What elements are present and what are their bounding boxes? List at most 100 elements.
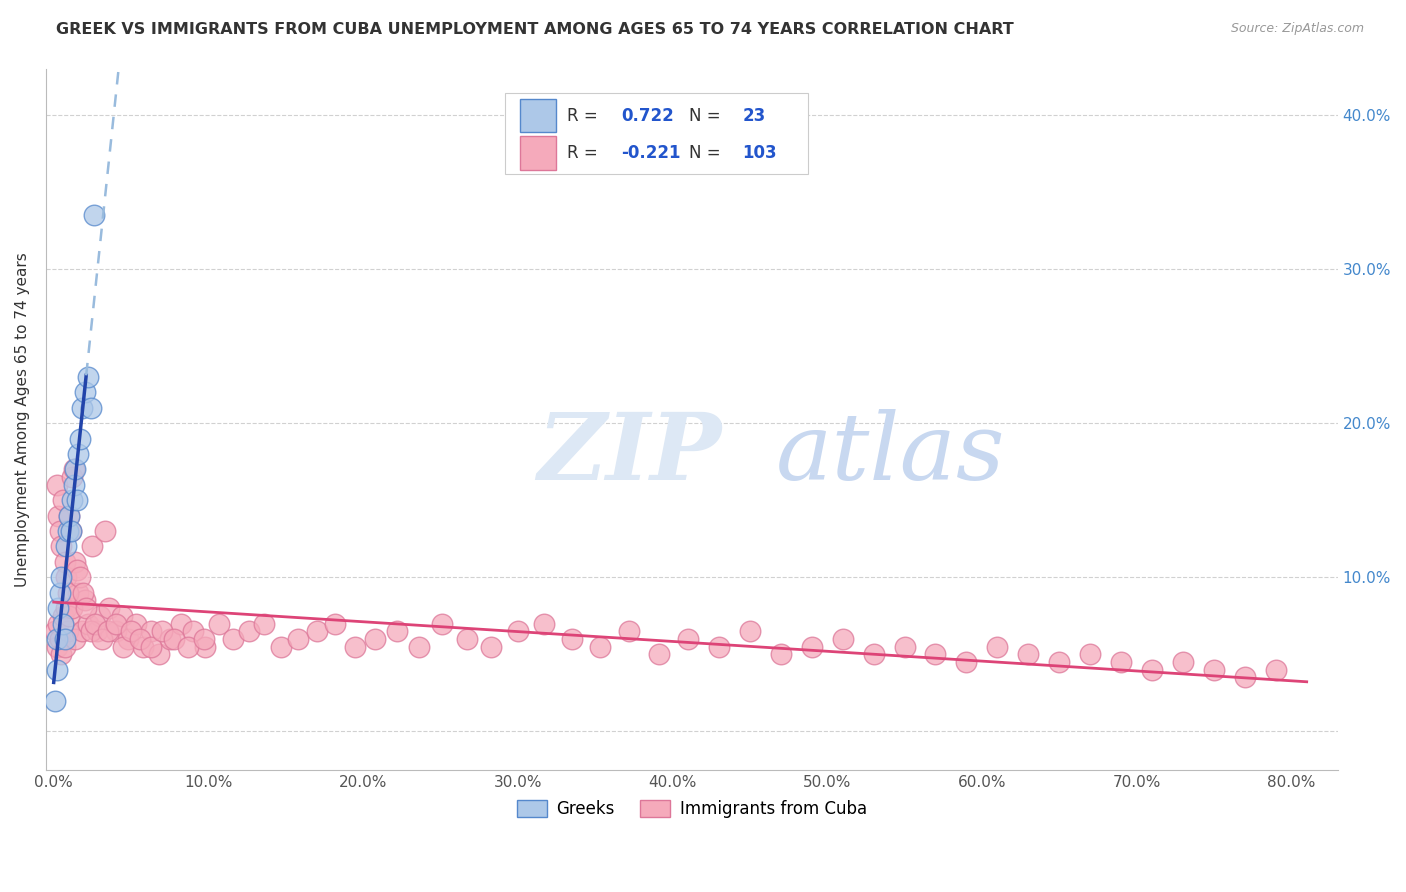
Point bbox=[617, 624, 640, 639]
Point bbox=[51, 540, 73, 554]
Point bbox=[430, 616, 453, 631]
Point bbox=[1171, 655, 1194, 669]
Point bbox=[177, 640, 200, 654]
Point bbox=[70, 401, 93, 415]
Point bbox=[150, 624, 173, 639]
Text: 0.722: 0.722 bbox=[621, 106, 673, 125]
Point bbox=[66, 563, 89, 577]
Point bbox=[561, 632, 583, 646]
Point bbox=[344, 640, 367, 654]
Point bbox=[738, 624, 761, 639]
Point bbox=[63, 462, 86, 476]
Point bbox=[80, 401, 103, 415]
Point bbox=[769, 648, 792, 662]
Point bbox=[75, 601, 97, 615]
Point bbox=[1017, 648, 1039, 662]
Point bbox=[73, 593, 96, 607]
Point bbox=[181, 624, 204, 639]
Point bbox=[52, 493, 75, 508]
Point bbox=[45, 640, 67, 654]
Point bbox=[193, 632, 215, 646]
Point bbox=[647, 648, 669, 662]
Point bbox=[51, 648, 73, 662]
Point bbox=[1202, 663, 1225, 677]
Point bbox=[45, 477, 67, 491]
FancyBboxPatch shape bbox=[520, 136, 557, 169]
Point bbox=[1264, 663, 1286, 677]
Legend: Greeks, Immigrants from Cuba: Greeks, Immigrants from Cuba bbox=[510, 793, 873, 825]
Point bbox=[80, 624, 103, 639]
Point bbox=[98, 601, 121, 615]
Point bbox=[893, 640, 915, 654]
Point bbox=[67, 447, 90, 461]
Point bbox=[53, 555, 76, 569]
Point bbox=[46, 601, 69, 615]
Point bbox=[1078, 648, 1101, 662]
Point bbox=[141, 624, 163, 639]
FancyBboxPatch shape bbox=[505, 93, 808, 174]
Point bbox=[955, 655, 977, 669]
Point bbox=[986, 640, 1008, 654]
Point bbox=[53, 632, 76, 646]
Point bbox=[49, 585, 72, 599]
Point bbox=[56, 624, 79, 639]
Text: ZIP: ZIP bbox=[537, 409, 721, 500]
Point bbox=[65, 632, 87, 646]
Point bbox=[481, 640, 503, 654]
Point bbox=[66, 493, 89, 508]
Point bbox=[60, 601, 83, 615]
Point bbox=[238, 624, 260, 639]
Point bbox=[1047, 655, 1070, 669]
Point bbox=[169, 616, 191, 631]
Point bbox=[46, 616, 69, 631]
Point bbox=[104, 616, 127, 631]
Point bbox=[55, 540, 77, 554]
Text: N =: N = bbox=[689, 144, 725, 161]
Point bbox=[1109, 655, 1132, 669]
Point bbox=[506, 624, 529, 639]
Point bbox=[163, 632, 186, 646]
Point bbox=[148, 648, 170, 662]
Point bbox=[70, 624, 93, 639]
Point bbox=[65, 462, 87, 476]
Point bbox=[676, 632, 699, 646]
Point bbox=[53, 640, 76, 654]
Point bbox=[111, 608, 134, 623]
Text: 103: 103 bbox=[742, 144, 776, 161]
Point bbox=[86, 624, 108, 639]
Point bbox=[63, 477, 86, 491]
Point bbox=[97, 624, 120, 639]
Point bbox=[51, 570, 73, 584]
Point bbox=[52, 608, 75, 623]
Point bbox=[125, 616, 148, 631]
Point bbox=[117, 632, 139, 646]
Point bbox=[408, 640, 430, 654]
Point bbox=[120, 624, 142, 639]
Point bbox=[60, 470, 83, 484]
Point bbox=[56, 585, 79, 599]
Point bbox=[89, 608, 111, 623]
Point bbox=[69, 432, 91, 446]
Point bbox=[49, 632, 72, 646]
Y-axis label: Unemployment Among Ages 65 to 74 years: Unemployment Among Ages 65 to 74 years bbox=[15, 252, 30, 587]
Point bbox=[222, 632, 245, 646]
Point bbox=[924, 648, 946, 662]
Point bbox=[82, 540, 104, 554]
Text: GREEK VS IMMIGRANTS FROM CUBA UNEMPLOYMENT AMONG AGES 65 TO 74 YEARS CORRELATION: GREEK VS IMMIGRANTS FROM CUBA UNEMPLOYME… bbox=[56, 22, 1014, 37]
Point bbox=[104, 624, 127, 639]
Point bbox=[56, 524, 79, 538]
Point bbox=[55, 570, 77, 584]
Point bbox=[59, 524, 82, 538]
Point bbox=[208, 616, 231, 631]
Text: Source: ZipAtlas.com: Source: ZipAtlas.com bbox=[1230, 22, 1364, 36]
Point bbox=[46, 508, 69, 523]
Point bbox=[141, 640, 163, 654]
Point bbox=[253, 616, 276, 631]
Text: R =: R = bbox=[567, 106, 603, 125]
Point bbox=[194, 640, 217, 654]
Point bbox=[364, 632, 387, 646]
Point bbox=[58, 608, 80, 623]
Point bbox=[45, 632, 67, 646]
Point bbox=[287, 632, 309, 646]
Point bbox=[58, 508, 80, 523]
